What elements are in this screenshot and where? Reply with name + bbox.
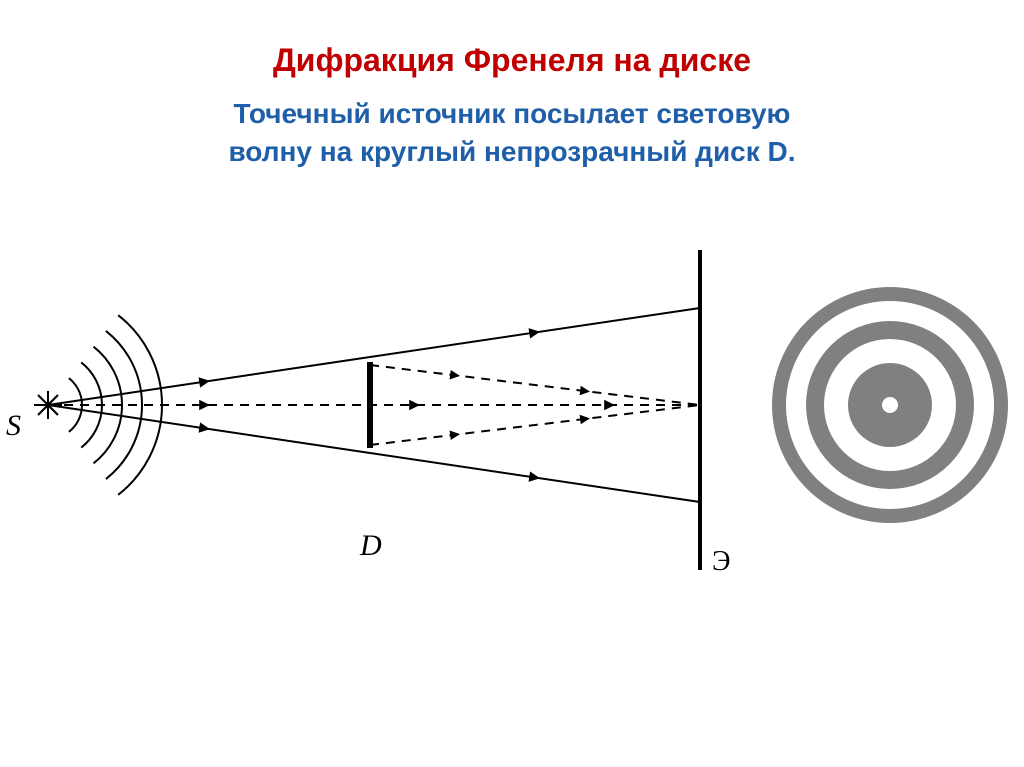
svg-text:D: D [359, 529, 382, 562]
page-title: Дифракция Френеля на диске [0, 42, 1024, 79]
diffraction-pattern-container [760, 225, 1020, 575]
diffraction-pattern [760, 225, 1020, 575]
light-diffraction-diagram: S D Э [0, 225, 740, 585]
svg-text:S: S [6, 409, 21, 442]
page-subtitle: Точечный источник посылает световую волн… [0, 95, 1024, 171]
svg-text:Э: Э [712, 546, 730, 577]
